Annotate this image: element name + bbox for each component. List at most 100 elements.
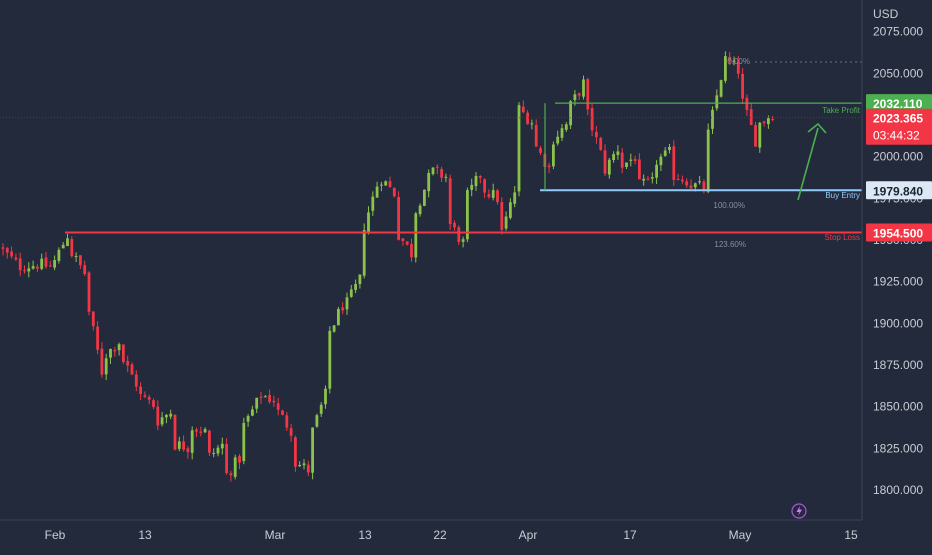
candle-body (268, 394, 271, 403)
candle-body (259, 396, 263, 398)
candle-body (156, 406, 160, 426)
candle-body (199, 431, 203, 433)
candle-body (405, 241, 409, 245)
candle-body (70, 239, 74, 257)
fib-label: 0.00% (727, 57, 750, 66)
time-axis[interactable]: Feb 13 Mar 13 22 Apr 17 May 15 (45, 528, 858, 542)
candle-body (668, 146, 671, 151)
candle-body (397, 197, 400, 240)
candle-body (362, 230, 366, 276)
candle-body (496, 190, 499, 203)
candle-body (311, 427, 314, 473)
candle-body (741, 73, 744, 99)
candle-body (625, 162, 628, 167)
candle-body (113, 349, 117, 352)
price-tick-label: 2050.000 (873, 66, 923, 80)
candle-body (48, 265, 52, 267)
candle-body (478, 176, 482, 178)
candle-body (36, 266, 39, 269)
time-tick-label: Feb (45, 528, 66, 542)
candle-body (285, 415, 289, 428)
candle-body (160, 417, 164, 425)
candle-body (676, 178, 680, 180)
buy-entry-tag-bg (866, 181, 932, 200)
candle-body (130, 364, 134, 375)
candle-body (341, 307, 345, 311)
last-price-tag: 2023.365 (873, 112, 923, 126)
candle-body (487, 194, 491, 197)
candle-body (586, 79, 590, 110)
candle-body (706, 129, 710, 192)
candle-body (212, 452, 216, 454)
candle-body (276, 403, 280, 410)
candle-body (762, 121, 766, 123)
time-tick-label: 15 (844, 528, 858, 542)
take-profit-label: Take Profit (822, 106, 861, 115)
candle-body (388, 181, 392, 188)
candle-body (152, 400, 155, 407)
candle-body (418, 205, 422, 215)
candle-body (440, 169, 443, 178)
candle-body (216, 447, 220, 454)
candle-body (354, 283, 357, 290)
candle-body (410, 244, 413, 258)
candle-body (233, 457, 237, 477)
candle-body (203, 429, 207, 433)
price-tick-label: 2075.000 (873, 25, 923, 39)
candle-body (367, 212, 370, 232)
time-tick-label: 22 (433, 528, 447, 542)
candle-body (23, 270, 26, 272)
time-tick-label: Mar (265, 528, 286, 542)
candle-body (754, 125, 757, 147)
candle-body (491, 190, 495, 198)
take-profit-tag: 2032.110 (873, 97, 923, 111)
candle-body (483, 179, 486, 193)
candle-body (616, 151, 620, 155)
candle-body (96, 326, 99, 350)
candle-body (552, 144, 555, 167)
candle-body (358, 274, 362, 285)
candle-body (620, 152, 624, 168)
candle-body (431, 167, 435, 175)
candle-body (337, 309, 340, 326)
candle-body (100, 348, 104, 375)
candle-body (582, 79, 585, 97)
candle-body (599, 137, 603, 150)
time-tick-label: 13 (358, 528, 372, 542)
candle-body (633, 159, 637, 162)
candle-body (74, 255, 78, 257)
candle-body (767, 118, 770, 125)
candle-body (461, 239, 465, 242)
candle-body (242, 422, 246, 462)
candle-body (693, 183, 697, 188)
candle-body (298, 465, 302, 467)
candle-body (61, 244, 65, 249)
candle-body (349, 289, 353, 297)
lightning-icon[interactable] (791, 503, 807, 519)
candle-body (104, 358, 108, 375)
candle-body (715, 95, 719, 109)
candle-body (607, 159, 611, 175)
projection-arrow-head (807, 122, 827, 134)
candle-body (736, 62, 740, 74)
candle-body (577, 93, 581, 96)
candle-body (345, 297, 349, 310)
price-tick-label: 1850.000 (873, 400, 923, 414)
candle-body (427, 173, 431, 192)
candle-body (384, 181, 388, 186)
price-tick-label: 1925.000 (873, 275, 923, 289)
candle-body (724, 56, 727, 81)
candle-body (474, 175, 478, 187)
candle-body (147, 396, 151, 400)
candle-body (745, 97, 749, 110)
candle-body (126, 360, 130, 366)
candle-body (177, 441, 181, 449)
candle-body (638, 159, 641, 180)
candle-body (294, 437, 297, 467)
candle-body (53, 260, 56, 268)
candle-body (646, 178, 650, 180)
candle-body (509, 202, 512, 218)
candle-body (281, 410, 284, 415)
